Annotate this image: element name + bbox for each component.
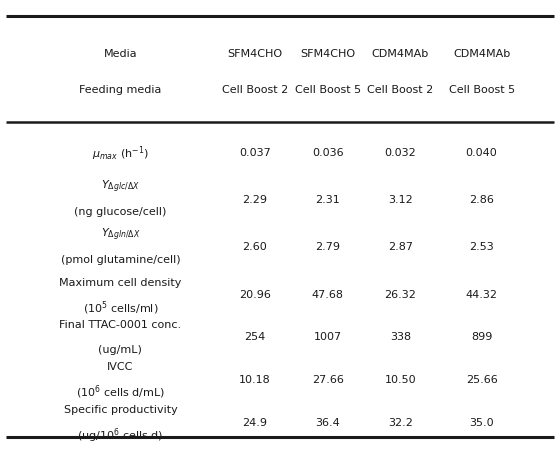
Text: $Y_{\Delta glc/\Delta X}$: $Y_{\Delta glc/\Delta X}$ (101, 179, 140, 195)
Text: Cell Boost 5: Cell Boost 5 (449, 85, 515, 95)
Text: (ng glucose/cell): (ng glucose/cell) (74, 207, 166, 217)
Text: 2.87: 2.87 (388, 242, 413, 252)
Text: (10$^6$ cells d/mL): (10$^6$ cells d/mL) (76, 383, 165, 401)
Text: Cell Boost 5: Cell Boost 5 (295, 85, 361, 95)
Text: $\mu_{max}$ (h$^{-1}$): $\mu_{max}$ (h$^{-1}$) (92, 144, 149, 163)
Text: $Y_{\Delta gln/\Delta X}$: $Y_{\Delta gln/\Delta X}$ (101, 226, 140, 243)
Text: 27.66: 27.66 (312, 375, 343, 385)
Text: 2.31: 2.31 (315, 195, 340, 205)
Text: IVCC: IVCC (107, 362, 134, 372)
Text: 0.037: 0.037 (239, 148, 270, 158)
Text: Cell Boost 2: Cell Boost 2 (367, 85, 433, 95)
Text: (10$^5$ cells/ml): (10$^5$ cells/ml) (83, 299, 158, 317)
Text: 899: 899 (471, 332, 492, 342)
Text: Cell Boost 2: Cell Boost 2 (222, 85, 288, 95)
Text: 36.4: 36.4 (315, 418, 340, 428)
Text: Final TTAC-0001 conc.: Final TTAC-0001 conc. (59, 320, 181, 330)
Text: 44.32: 44.32 (465, 290, 498, 300)
Text: 2.53: 2.53 (469, 242, 494, 252)
Text: 24.9: 24.9 (242, 418, 267, 428)
Text: 0.036: 0.036 (312, 148, 343, 158)
Text: 0.032: 0.032 (385, 148, 416, 158)
Text: (pmol glutamine/cell): (pmol glutamine/cell) (60, 255, 180, 265)
Text: (ug/mL): (ug/mL) (99, 345, 142, 355)
Text: SFM4CHO: SFM4CHO (300, 49, 355, 59)
Text: 35.0: 35.0 (469, 418, 494, 428)
Text: 20.96: 20.96 (239, 290, 270, 300)
Text: 10.50: 10.50 (385, 375, 416, 385)
Text: 47.68: 47.68 (311, 290, 344, 300)
Text: 10.18: 10.18 (239, 375, 270, 385)
Text: 254: 254 (244, 332, 265, 342)
Text: 2.60: 2.60 (242, 242, 267, 252)
Text: SFM4CHO: SFM4CHO (227, 49, 282, 59)
Text: Feeding media: Feeding media (79, 85, 162, 95)
Text: 3.12: 3.12 (388, 195, 413, 205)
Text: 32.2: 32.2 (388, 418, 413, 428)
Text: 25.66: 25.66 (466, 375, 497, 385)
Text: 338: 338 (390, 332, 411, 342)
Text: 2.79: 2.79 (315, 242, 340, 252)
Text: Specific productivity: Specific productivity (63, 405, 178, 415)
Text: 2.29: 2.29 (242, 195, 267, 205)
Text: 1007: 1007 (314, 332, 342, 342)
Text: (ug/10$^6$ cells d): (ug/10$^6$ cells d) (77, 426, 164, 445)
Text: CDM4MAb: CDM4MAb (372, 49, 429, 59)
Text: Maximum cell density: Maximum cell density (59, 278, 181, 288)
Text: Media: Media (104, 49, 137, 59)
Text: 0.040: 0.040 (466, 148, 497, 158)
Text: CDM4MAb: CDM4MAb (453, 49, 510, 59)
Text: 26.32: 26.32 (385, 290, 416, 300)
Text: 2.86: 2.86 (469, 195, 494, 205)
